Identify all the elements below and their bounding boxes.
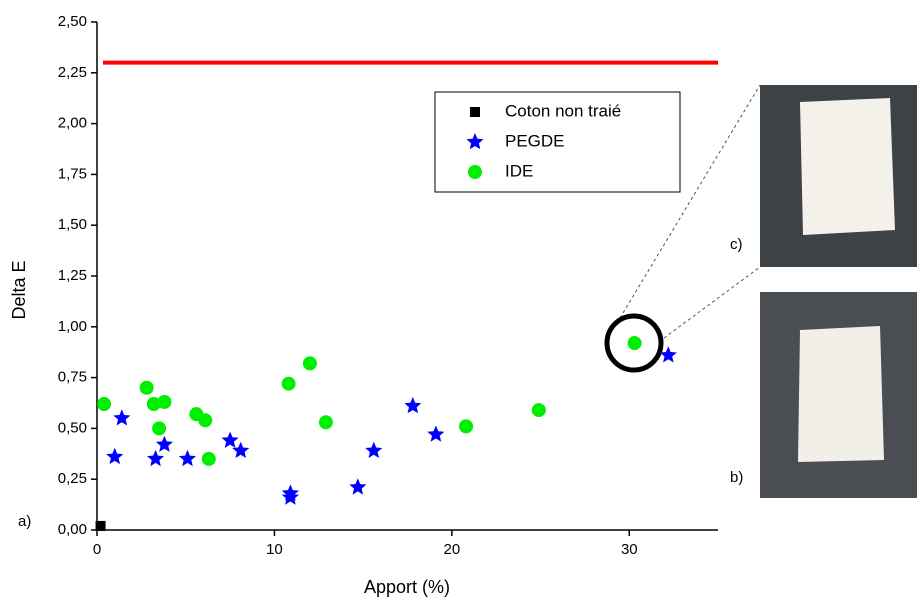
point [157,394,172,409]
y-tick-label: 0,25 [58,470,87,487]
highlight-circle [604,313,664,373]
point [95,520,106,531]
y-tick-label: 1,25 [58,267,87,284]
point [365,441,383,458]
point [146,397,161,412]
point [349,478,367,495]
x-tick-label: 20 [444,541,461,558]
point [232,441,250,458]
annotation: c) [730,236,743,253]
point [404,397,422,414]
legend-label: IDE [505,161,533,180]
point [470,107,480,117]
point [459,419,474,434]
zoom-line [663,266,761,339]
point [531,403,546,418]
point [659,346,677,363]
point [466,133,484,150]
point [139,380,154,395]
y-tick-label: 2,25 [58,64,87,81]
y-tick-label: 1,00 [58,318,87,335]
point [318,415,333,430]
x-tick-label: 10 [266,541,283,558]
x-tick-label: 0 [93,541,101,558]
y-tick-label: 2,50 [58,13,87,30]
annotation: a) [18,513,31,530]
y-tick-label: 0,75 [58,369,87,386]
y-tick-label: 2,00 [58,115,87,132]
point [155,435,173,452]
point [468,165,482,179]
x-axis-label: Apport (%) [364,577,450,597]
y-axis-label: Delta E [9,260,29,319]
point [113,409,131,426]
point [198,413,213,428]
photo-c [760,85,917,267]
photo-b [760,292,917,498]
point [221,431,239,448]
legend-label: Coton non traié [505,101,621,120]
point [302,356,317,371]
point [178,449,196,467]
point [201,451,216,466]
annotation: b) [730,469,743,486]
point [427,425,445,442]
point [97,397,112,412]
y-tick-label: 1,75 [58,165,87,182]
x-tick-label: 30 [621,541,638,558]
point [147,449,165,467]
point [106,447,124,465]
y-tick-label: 1,50 [58,216,87,233]
point [281,488,299,505]
legend-label: PEGDE [505,131,565,150]
point [627,336,642,351]
point [281,376,296,391]
point [152,421,167,436]
y-tick-label: 0,00 [58,521,87,538]
y-tick-label: 0,50 [58,419,87,436]
